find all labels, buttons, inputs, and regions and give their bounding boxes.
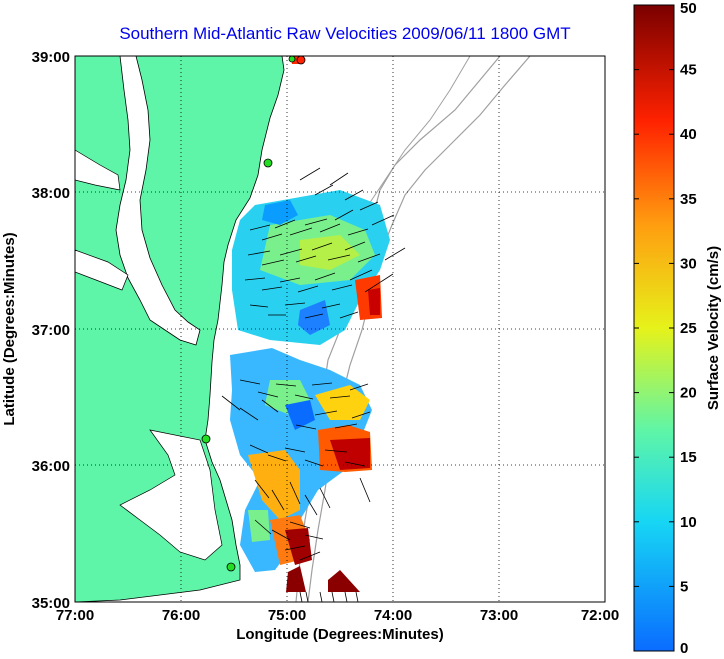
y-axis-label: Latitude (Degrees:Minutes): [1, 232, 18, 425]
station-marker: [288, 56, 296, 63]
colorbar-tick-label: 40: [680, 126, 697, 143]
map-title: Southern Mid-Atlantic Raw Velocities 200…: [119, 24, 570, 43]
station-marker: [201, 434, 211, 444]
y-tick-label: 38:00: [32, 185, 70, 202]
colorbar-tick-label: 0: [680, 640, 688, 657]
y-tick-label: 35:00: [32, 595, 70, 612]
colorbar-tick-label: 35: [680, 191, 697, 208]
colorbar-tick-label: 15: [680, 449, 697, 466]
y-axis: 39:00 38:00 37:00 36:00 35:00 Latitude (…: [1, 49, 70, 612]
colorbar-tick-label: 30: [680, 255, 697, 272]
velocity-field: [230, 56, 390, 592]
sound-water: [119, 429, 223, 561]
grid-lines: [75, 56, 605, 602]
velocity-vectors: [221, 167, 406, 602]
plot-frame: [74, 55, 606, 603]
colorbar-tick-label: 10: [680, 514, 697, 531]
x-tick-label: 72:00: [581, 607, 619, 624]
colorbar-tick-label: 5: [680, 578, 688, 595]
colorbar-tick-label: 20: [680, 385, 697, 402]
colorbar-label: Surface Velocity (cm/s): [705, 246, 722, 410]
bay-tributary: [75, 249, 129, 291]
y-tick-label: 39:00: [32, 49, 70, 66]
x-axis-label: Longitude (Degrees:Minutes): [236, 626, 444, 643]
station-marker: [226, 562, 236, 572]
x-tick-label: 74:00: [374, 607, 412, 624]
x-tick-label: 76:00: [162, 607, 200, 624]
radar-stations: [201, 56, 306, 572]
chesapeake-bay: [115, 56, 201, 346]
y-tick-label: 36:00: [32, 458, 70, 475]
x-tick-label: 73:00: [480, 607, 518, 624]
colorbar-tick-label: 50: [680, 0, 697, 17]
x-tick-label: 77:00: [56, 607, 94, 624]
depth-contour: [364, 56, 471, 211]
colorbar-gradient: [633, 4, 675, 652]
colorbar-tick-label: 25: [680, 320, 697, 337]
station-marker: [263, 158, 273, 168]
bay-tributary: [75, 149, 121, 191]
x-tick-label: 75:00: [268, 607, 306, 624]
station-marker: [296, 56, 306, 65]
x-axis: 77:00 76:00 75:00 74:00 73:00 72:00 Long…: [56, 607, 619, 643]
colorbar: 0 5 10 15 20 25 30 35 40 45 50 Surface Velocity (c…: [633, 0, 722, 657]
colorbar-tick-label: 45: [680, 62, 697, 79]
y-tick-label: 37:00: [32, 322, 70, 339]
